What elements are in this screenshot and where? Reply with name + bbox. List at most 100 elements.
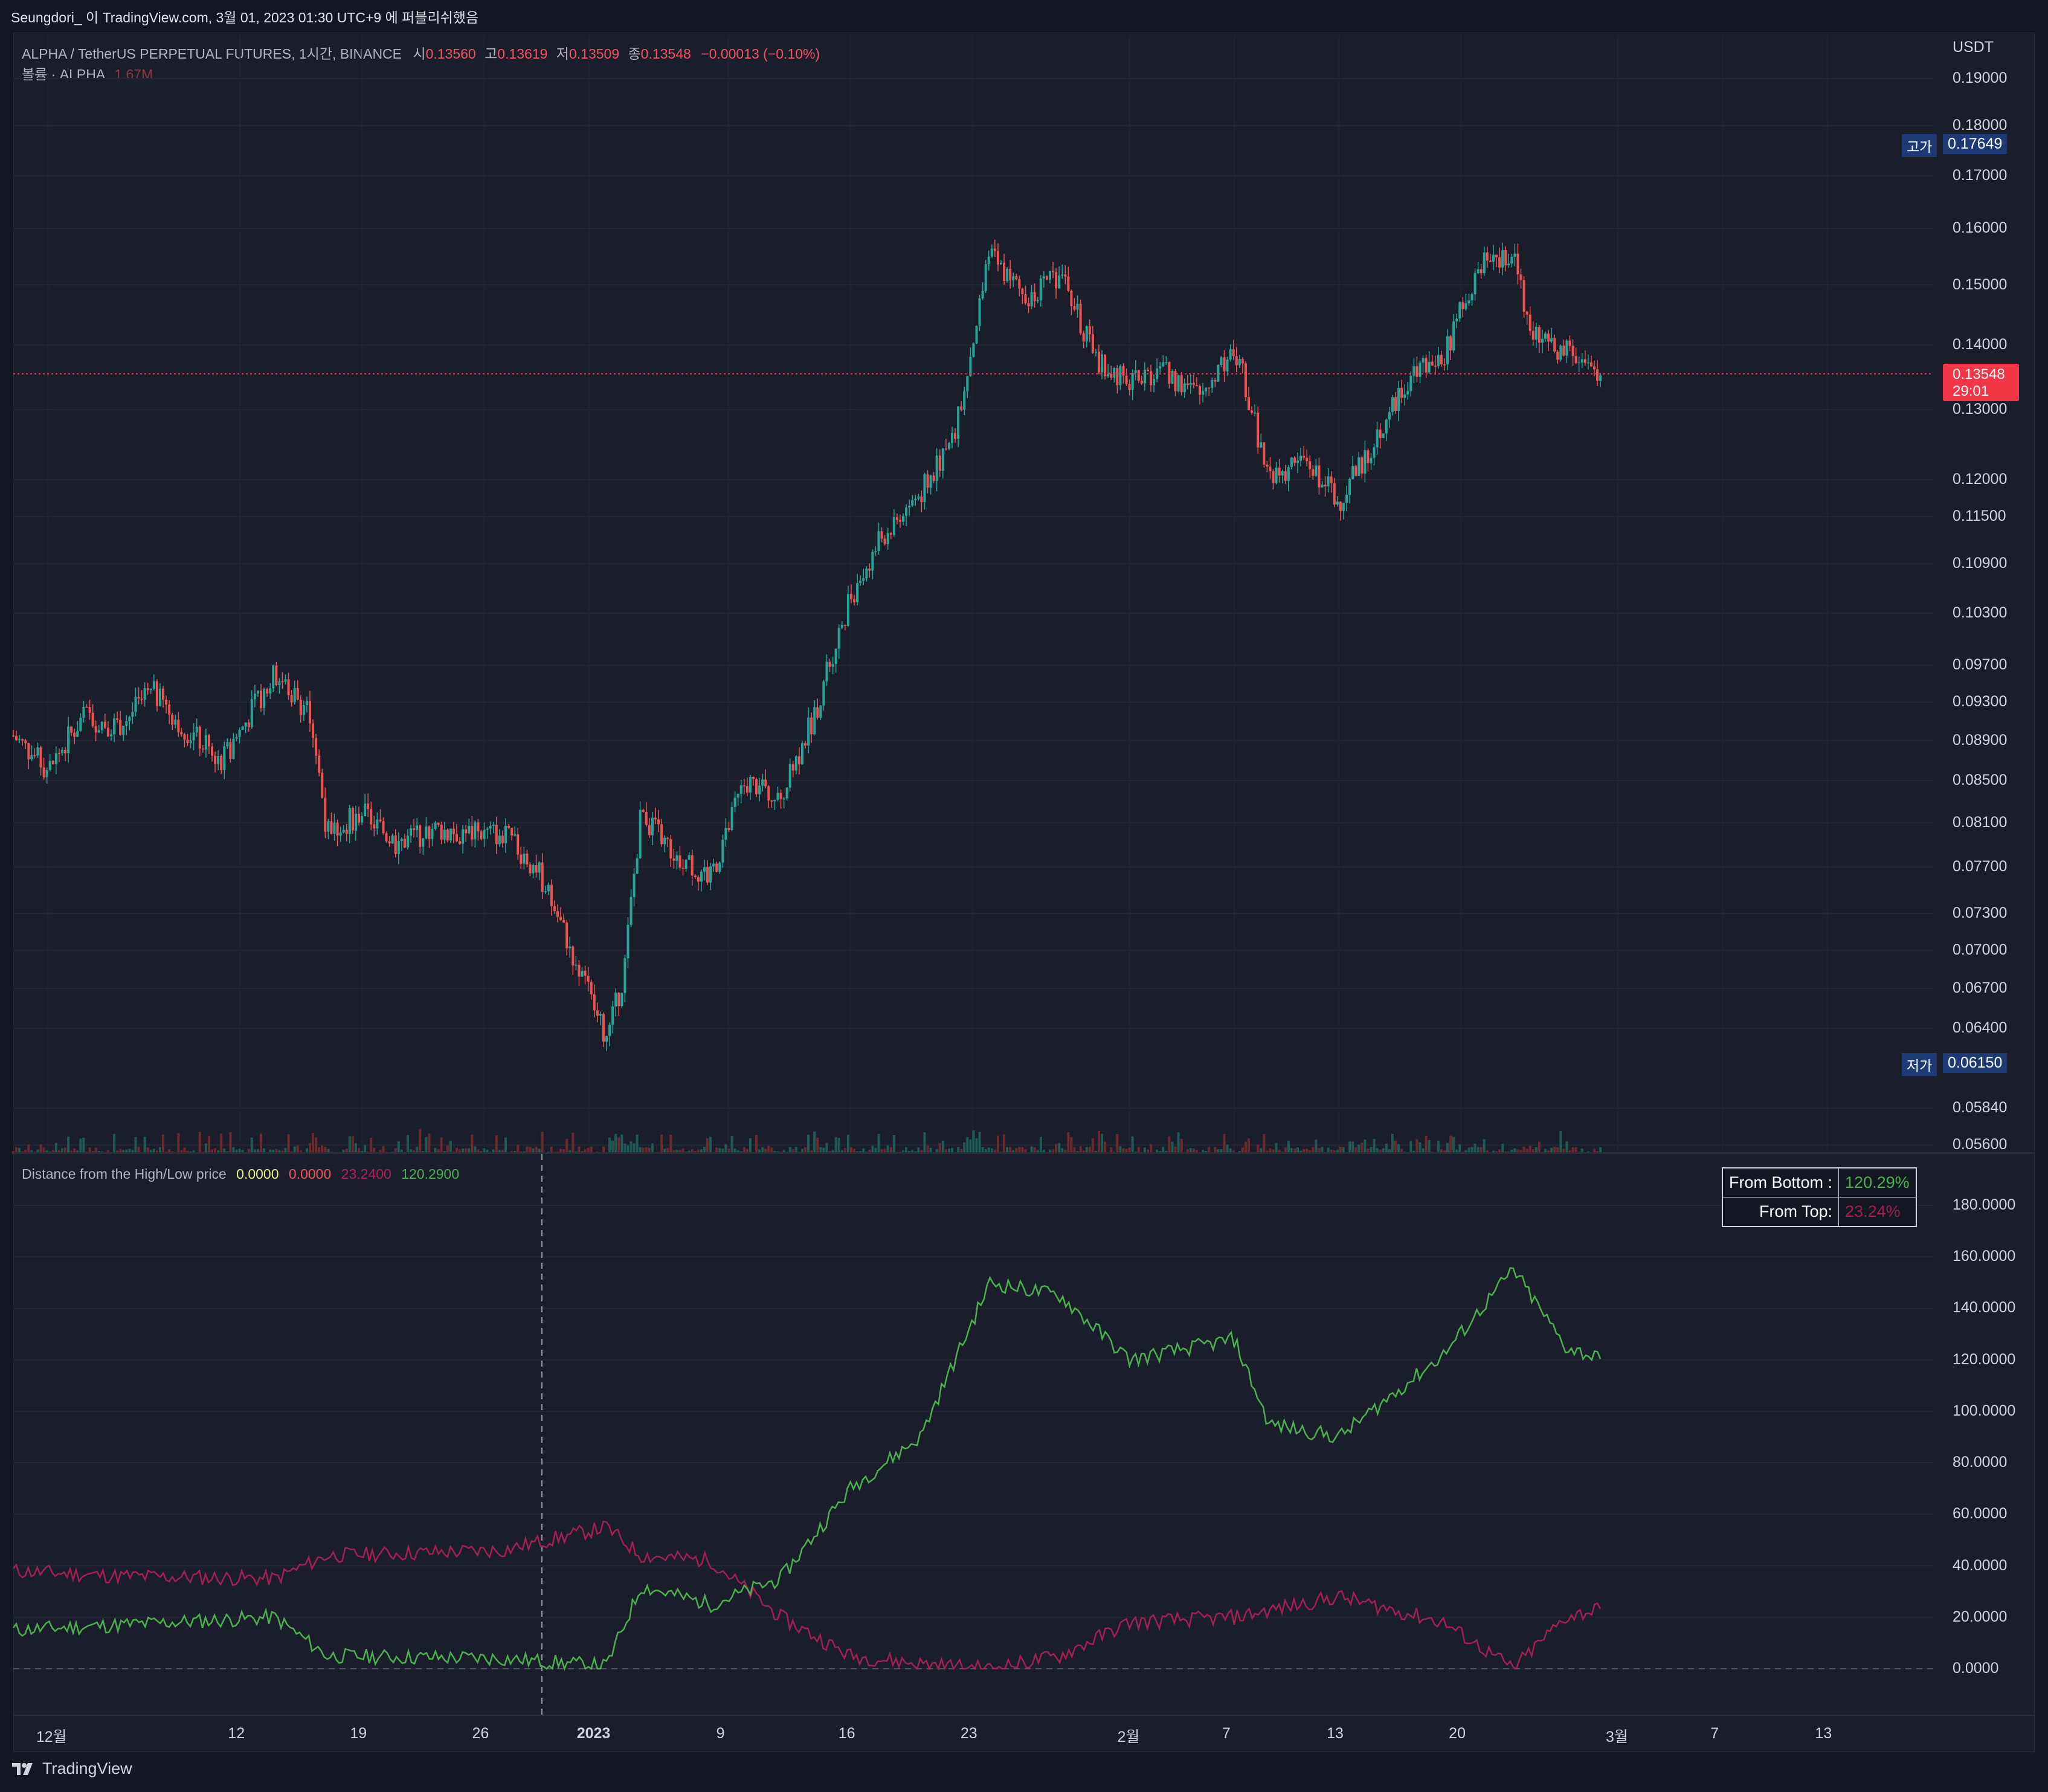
candle-body bbox=[195, 726, 198, 733]
volume-bar bbox=[1293, 1148, 1296, 1154]
volume-bar bbox=[428, 1133, 431, 1154]
volume-bar bbox=[131, 1150, 134, 1154]
volume-bar bbox=[263, 1148, 266, 1154]
candle-body bbox=[902, 515, 905, 522]
candle-body bbox=[293, 688, 296, 703]
indicator-title[interactable]: Distance from the High/Low price bbox=[22, 1166, 227, 1182]
candle-body bbox=[1272, 471, 1275, 483]
volume-bar bbox=[198, 1132, 201, 1154]
candle-body bbox=[238, 729, 241, 737]
volume-bar bbox=[1085, 1147, 1088, 1154]
candle-body bbox=[428, 827, 431, 839]
candle-body bbox=[345, 830, 348, 834]
candle-body bbox=[1296, 460, 1299, 463]
indicator-chart[interactable] bbox=[0, 0, 2048, 1752]
candle-body bbox=[1541, 338, 1544, 343]
indicator-value-3: 23.2400 bbox=[341, 1166, 391, 1182]
candle-body bbox=[1489, 260, 1492, 262]
volume-value: 1.67M bbox=[114, 66, 153, 82]
volume-bar bbox=[1067, 1132, 1070, 1154]
candle-body bbox=[1030, 292, 1033, 307]
time-tick-label: 19 bbox=[350, 1725, 367, 1742]
volume-bar bbox=[788, 1147, 791, 1154]
candle-body bbox=[186, 740, 189, 743]
candle-body bbox=[229, 742, 232, 759]
candle-body bbox=[24, 740, 27, 744]
candle-body bbox=[1599, 375, 1602, 381]
candle-body bbox=[134, 697, 137, 712]
candle-body bbox=[791, 764, 794, 771]
indicator-tick-label: 60.0000 bbox=[1953, 1505, 2008, 1523]
candle-body bbox=[1373, 447, 1376, 458]
candle-body bbox=[207, 735, 210, 747]
volume-bar bbox=[287, 1134, 290, 1154]
candle-body bbox=[416, 825, 419, 830]
volume-bar bbox=[675, 1149, 678, 1154]
volume-bar bbox=[923, 1132, 926, 1154]
volume-bar bbox=[24, 1150, 27, 1154]
candle-body bbox=[1052, 271, 1055, 272]
candle-body bbox=[269, 688, 272, 694]
volume-bar bbox=[1156, 1149, 1159, 1154]
candle-body bbox=[1547, 334, 1550, 342]
volume-bar bbox=[572, 1132, 575, 1154]
candle-body bbox=[480, 831, 483, 839]
candle-body bbox=[1345, 495, 1348, 503]
volume-bar bbox=[1055, 1144, 1058, 1154]
low-label: 저 bbox=[556, 46, 569, 62]
candle-body bbox=[489, 825, 492, 829]
volume-bar bbox=[1275, 1143, 1278, 1154]
volume-bar bbox=[446, 1145, 449, 1154]
from-bottom-line bbox=[12, 1267, 1602, 1671]
volume-bar bbox=[492, 1149, 495, 1154]
volume-bar bbox=[272, 1149, 275, 1154]
volume-bar bbox=[1241, 1147, 1244, 1154]
candle-body bbox=[837, 628, 840, 649]
candle-body bbox=[152, 681, 155, 689]
candle-body bbox=[1290, 457, 1293, 468]
candle-body bbox=[342, 830, 345, 833]
volume-bar bbox=[64, 1147, 67, 1154]
candle-body bbox=[1278, 467, 1281, 475]
candle-body bbox=[1351, 466, 1354, 479]
candle-body bbox=[1281, 471, 1284, 475]
volume-bar bbox=[168, 1149, 171, 1154]
candle-body bbox=[700, 871, 703, 882]
price-tick-label: 0.18000 bbox=[1953, 117, 2008, 134]
candle-body bbox=[770, 801, 773, 802]
candle-body bbox=[1208, 387, 1211, 389]
candle-body bbox=[1146, 369, 1149, 372]
volume-bar bbox=[1327, 1147, 1330, 1154]
volume-bar bbox=[1006, 1147, 1009, 1154]
candle-body bbox=[1348, 479, 1351, 495]
volume-legend[interactable]: 볼륨 · ALPHA 1.67M bbox=[22, 63, 153, 83]
volume-bar bbox=[877, 1133, 880, 1154]
indicator-value-1: 0.0000 bbox=[236, 1166, 279, 1182]
candle-body bbox=[116, 718, 119, 720]
price-tick-label: 0.08900 bbox=[1953, 731, 2008, 749]
volume-bar bbox=[1278, 1150, 1281, 1154]
candle-body bbox=[275, 665, 278, 686]
candle-body bbox=[385, 833, 388, 842]
candle-body bbox=[889, 533, 892, 535]
volume-bar bbox=[978, 1132, 981, 1154]
candle-body bbox=[816, 707, 819, 718]
volume-bar bbox=[1287, 1141, 1290, 1154]
candle-body bbox=[1036, 300, 1039, 301]
indicator-legend[interactable]: Distance from the High/Low price 0.0000 … bbox=[22, 1166, 459, 1182]
volume-bar bbox=[1580, 1148, 1583, 1154]
volume-bar bbox=[260, 1133, 263, 1154]
main-legend[interactable]: ALPHA / TetherUS PERPETUAL FUTURES, 1시간,… bbox=[22, 42, 820, 63]
candle-body bbox=[354, 813, 357, 831]
candle-body bbox=[1211, 379, 1214, 388]
symbol-title[interactable]: ALPHA / TetherUS PERPETUAL FUTURES, 1시간,… bbox=[22, 46, 402, 62]
volume-bar bbox=[1315, 1139, 1318, 1154]
pane-separator[interactable] bbox=[13, 1152, 2035, 1154]
candle-body bbox=[941, 448, 944, 471]
candle-body bbox=[822, 681, 825, 706]
volume-bar bbox=[617, 1137, 620, 1154]
candle-body bbox=[131, 712, 134, 717]
candle-body bbox=[520, 854, 523, 864]
candle-body bbox=[1101, 354, 1104, 373]
tradingview-brand[interactable]: TradingView bbox=[12, 1759, 132, 1778]
